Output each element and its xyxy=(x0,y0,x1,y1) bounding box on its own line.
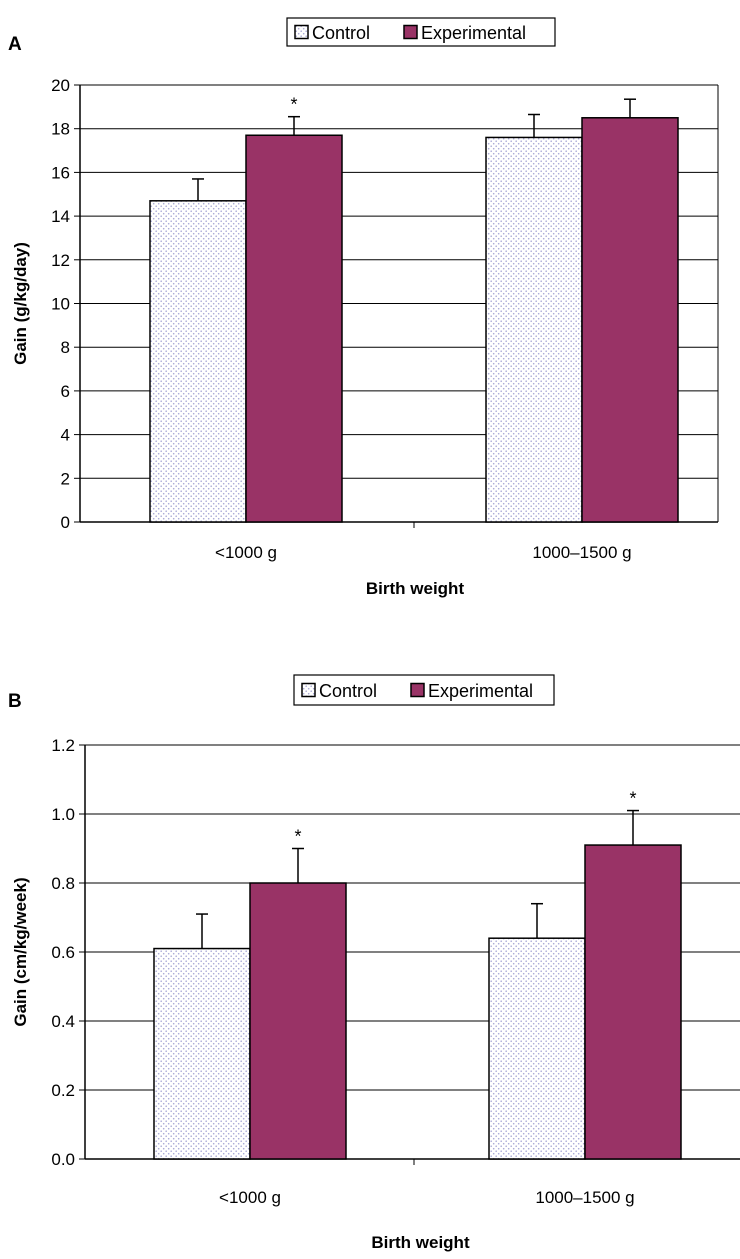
y-tick-label: 1.2 xyxy=(51,736,75,755)
bar-control-0 xyxy=(153,947,251,1160)
x-category-label: 1000–1500 g xyxy=(532,543,631,562)
legend-label-control: Control xyxy=(319,681,377,701)
chart-b-svg: B 0.0 0.2 0.4 0.6 0.8 1.0 1.2 * <1000 g * 1000–1500… xyxy=(8,674,740,1252)
y-axis-title: Gain (cm/kg/week) xyxy=(11,877,30,1026)
legend-label-experimental: Experimental xyxy=(428,681,533,701)
legend-label-experimental: Experimental xyxy=(421,23,526,43)
legend-swatch-control xyxy=(294,24,309,40)
y-tick-label: 0.2 xyxy=(51,1081,75,1100)
y-tick-label: 6 xyxy=(61,382,70,401)
chart-panel-b: B 0.0 0.2 0.4 0.6 0.8 1.0 1.2 * <1000 g * 1000–1500… xyxy=(0,655,740,1259)
legend-swatch-experimental xyxy=(403,24,418,40)
panel-label: A xyxy=(8,34,22,55)
x-axis-title: Birth weight xyxy=(371,1233,470,1252)
chart-a-svg: A 0 2 4 6 8 10 12 14 16 18 20 * <1000 g 1000–1500 g Bir… xyxy=(8,17,719,598)
panel-label: B xyxy=(8,691,22,712)
y-tick-label: 0 xyxy=(61,513,70,532)
significance-marker: * xyxy=(290,95,297,115)
bar-control-1 xyxy=(488,937,586,1160)
y-tick-label: 20 xyxy=(51,76,70,95)
legend-swatch-experimental xyxy=(410,682,425,698)
y-axis-title: Gain (g/kg/day) xyxy=(11,242,30,365)
y-tick-label: 8 xyxy=(61,338,70,357)
y-tick-label: 1.0 xyxy=(51,805,75,824)
significance-marker: * xyxy=(629,789,636,809)
y-tick-label: 14 xyxy=(51,207,70,226)
y-tick-label: 10 xyxy=(51,295,70,314)
y-tick-label: 0.0 xyxy=(51,1150,75,1169)
legend-label-control: Control xyxy=(312,23,370,43)
y-tick-label: 2 xyxy=(61,469,70,488)
bar-experimental-0 xyxy=(249,882,347,1160)
x-category-label: 1000–1500 g xyxy=(535,1188,634,1207)
y-tick-label: 0.6 xyxy=(51,943,75,962)
x-category-label: <1000 g xyxy=(215,543,277,562)
bar-experimental-1 xyxy=(584,844,682,1160)
y-tick-label: 4 xyxy=(61,426,70,445)
bar-control-1 xyxy=(485,136,583,523)
x-category-label: <1000 g xyxy=(219,1188,281,1207)
bar-experimental-0 xyxy=(245,134,343,523)
y-tick-label: 0.8 xyxy=(51,874,75,893)
significance-marker: * xyxy=(294,827,301,847)
y-tick-label: 12 xyxy=(51,251,70,270)
y-tick-label: 18 xyxy=(51,120,70,139)
bar-experimental-1 xyxy=(581,117,679,523)
bar-control-0 xyxy=(149,200,247,523)
y-tick-label: 0.4 xyxy=(51,1012,75,1031)
x-axis-title: Birth weight xyxy=(366,579,465,598)
legend-box xyxy=(286,17,556,47)
y-tick-label: 16 xyxy=(51,163,70,182)
chart-panel-a: A 0 2 4 6 8 10 12 14 16 18 20 * <1000 g 1000–1500 g Bir… xyxy=(0,0,740,610)
legend-swatch-control xyxy=(301,682,316,698)
